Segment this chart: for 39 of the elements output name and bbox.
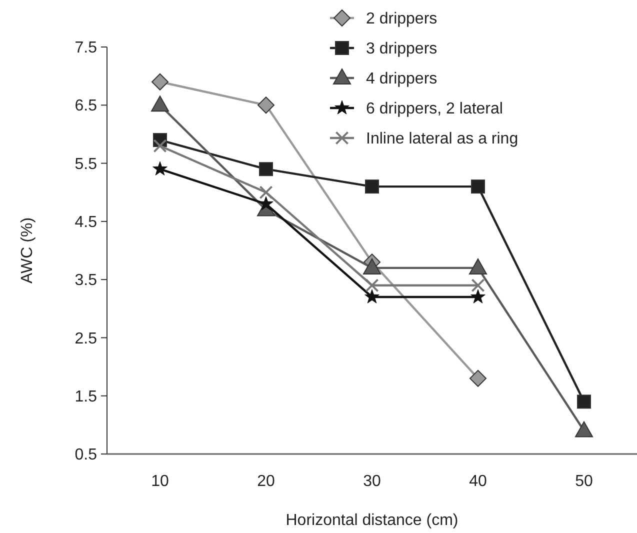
legend-label: 2 drippers	[366, 10, 438, 28]
point	[366, 278, 378, 292]
x-tick-label: 20	[257, 473, 275, 490]
point	[151, 96, 169, 112]
point	[472, 278, 484, 292]
point	[469, 258, 487, 274]
point	[154, 139, 166, 152]
y-tick-label: 2.5	[74, 330, 98, 348]
point	[152, 73, 168, 90]
point	[258, 196, 274, 210]
y-tick-label: 5.5	[74, 156, 98, 173]
legend-label: 3 drippers	[366, 40, 438, 58]
point	[152, 161, 168, 176]
x-tick-label: 10	[151, 473, 169, 490]
point	[260, 186, 272, 199]
point	[471, 180, 485, 194]
legend-label: Inline lateral as a ring	[366, 130, 518, 148]
point	[258, 96, 274, 114]
point	[259, 162, 273, 176]
y-tick-label: 1.5	[74, 388, 98, 406]
y-tick-label: 7.5	[74, 40, 98, 57]
legend-label: 6 drippers, 2 lateral	[366, 100, 503, 118]
y-tick-label: 0.5	[74, 446, 98, 464]
y-tick-label: 3.5	[74, 272, 98, 290]
point	[575, 421, 593, 438]
point	[363, 258, 381, 274]
x-tick-label: 40	[469, 473, 487, 490]
point	[577, 394, 591, 409]
point	[470, 289, 486, 304]
x-axis-title: Horizontal distance (cm)	[286, 512, 458, 529]
y-axis-title: AWC (%)	[19, 217, 36, 284]
y-tick-label: 6.5	[74, 98, 98, 115]
point	[470, 370, 486, 387]
x-tick-label: 30	[363, 473, 381, 490]
x-tick-label: 50	[575, 473, 593, 490]
legend-label: 4 drippers	[366, 70, 438, 88]
point	[365, 180, 379, 194]
y-tick-label: 4.5	[74, 214, 98, 232]
point	[364, 289, 380, 304]
